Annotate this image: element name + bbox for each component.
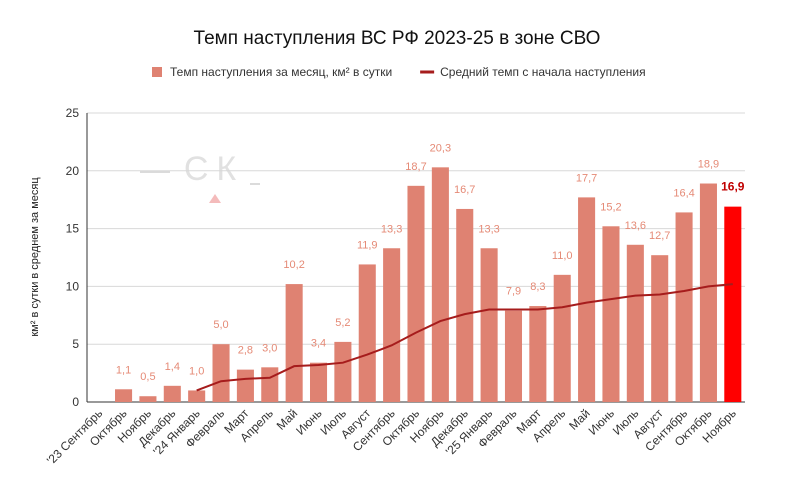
- bar: [285, 284, 303, 402]
- bar: [578, 197, 596, 402]
- value-label: 0,5: [140, 371, 155, 383]
- y-tick-label: 25: [66, 106, 80, 120]
- value-label: 2,8: [238, 345, 253, 357]
- value-label: 20,3: [430, 142, 451, 154]
- value-label: 18,9: [698, 159, 719, 171]
- bar: [407, 185, 425, 402]
- y-axis-label: км² в сутки в среднем за месяц: [29, 177, 41, 337]
- value-label: 16,7: [454, 184, 475, 196]
- legend-swatch: [152, 67, 162, 77]
- watermark: СК: [184, 150, 244, 188]
- bar: [724, 206, 742, 402]
- value-label: 15,2: [600, 201, 621, 213]
- y-tick-label: 0: [72, 395, 79, 409]
- bar: [602, 226, 620, 402]
- bar: [334, 341, 352, 402]
- value-label: 7,9: [506, 286, 521, 298]
- bar: [480, 248, 498, 402]
- y-tick-label: 20: [66, 164, 80, 178]
- legend-label: Темп наступления за месяц, км² в сутки: [170, 65, 392, 79]
- bar: [115, 389, 133, 402]
- bar: [456, 208, 474, 402]
- value-label: 1,0: [189, 365, 204, 377]
- line: [196, 283, 733, 392]
- bar: [188, 390, 206, 402]
- value-label: 11,9: [357, 239, 378, 251]
- value-label: 8,3: [530, 281, 545, 293]
- value-label: 16,4: [673, 187, 694, 199]
- y-tick-label: 15: [66, 222, 80, 236]
- bar: [529, 306, 547, 402]
- value-label: 3,0: [262, 342, 277, 354]
- value-label: 13,3: [478, 223, 499, 235]
- bar: [212, 344, 230, 402]
- value-label: 13,6: [625, 220, 646, 232]
- value-label: 3,4: [311, 338, 326, 350]
- value-label: 10,2: [283, 259, 304, 271]
- bar: [309, 362, 328, 402]
- bar: [261, 367, 279, 402]
- value-label: 1,4: [165, 361, 180, 373]
- value-label: 11,0: [552, 250, 573, 262]
- bar: [383, 248, 401, 402]
- legend-label: Средний темп с начала наступления: [440, 65, 645, 79]
- value-label: 18,7: [405, 161, 426, 173]
- value-label: 1,1: [116, 364, 131, 376]
- bar: [504, 310, 523, 402]
- bar: [236, 369, 254, 402]
- value-label: 13,3: [381, 223, 402, 235]
- bar: [139, 396, 157, 402]
- bar: [699, 183, 717, 402]
- y-tick-label: 5: [72, 337, 79, 351]
- value-label: 5,0: [213, 319, 228, 331]
- watermark-triangle: [209, 194, 221, 203]
- bar: [651, 255, 669, 402]
- bar: [431, 167, 449, 402]
- y-tick-label: 10: [66, 279, 80, 293]
- watermark-group: СК: [140, 150, 260, 203]
- value-label: 17,7: [576, 172, 597, 184]
- value-label: 16,9: [721, 180, 745, 194]
- value-label: 5,2: [335, 317, 350, 329]
- value-label: 12,7: [649, 230, 670, 242]
- bar: [358, 264, 376, 402]
- bar: [675, 212, 693, 402]
- bar: [553, 274, 571, 402]
- bar: [163, 385, 181, 402]
- chart-title: Темп наступления ВС РФ 2023-25 в зоне СВ…: [194, 28, 601, 49]
- bar: [626, 244, 644, 402]
